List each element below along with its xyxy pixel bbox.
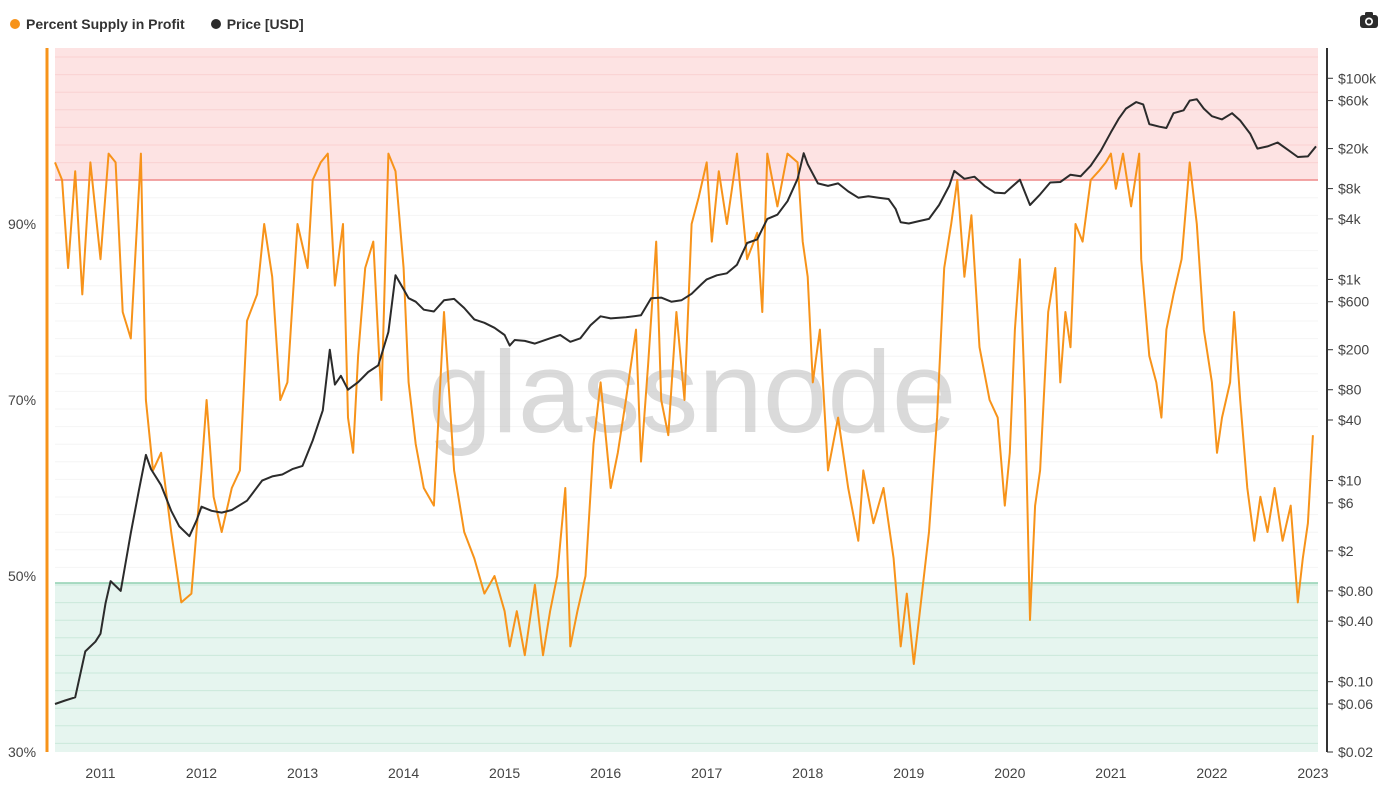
y-right-tick-label: $100k: [1338, 70, 1377, 86]
y-right-tick-label: $40: [1338, 412, 1362, 428]
legend-label: Percent Supply in Profit: [26, 16, 185, 32]
y-right-tick-label: $200: [1338, 342, 1369, 358]
y-right-tick-label: $0.06: [1338, 696, 1373, 712]
y-right-tick-label: $2: [1338, 543, 1354, 559]
y-right-tick-label: $1k: [1338, 271, 1362, 287]
lower-band: [55, 583, 1318, 752]
legend-swatch-dark: [210, 19, 221, 29]
legend-label: Price [USD]: [226, 16, 304, 32]
y-left-tick-label: 50%: [8, 568, 36, 584]
x-tick-label: 2013: [287, 765, 318, 781]
x-tick-label: 2018: [792, 765, 823, 781]
y-right-tick-label: $4k: [1338, 211, 1362, 227]
y-right-tick-label: $80: [1338, 382, 1362, 398]
legend-item-price-usd[interactable]: Price [USD]: [210, 16, 304, 32]
legend-swatch-orange: [10, 19, 20, 29]
y-left-tick-label: 70%: [8, 392, 36, 408]
legend-item-percent-supply-in-profit[interactable]: Percent Supply in Profit: [10, 16, 185, 32]
x-tick-label: 2014: [388, 765, 419, 781]
x-tick-label: 2021: [1095, 765, 1126, 781]
x-tick-label: 2020: [994, 765, 1025, 781]
y-right-tick-label: $600: [1338, 294, 1369, 310]
series-line-price: [54, 98, 1317, 705]
y-right-tick-label: $6: [1338, 495, 1354, 511]
y-right-tick-label: $60k: [1338, 93, 1369, 109]
y-right-tick-label: $0.02: [1338, 744, 1373, 760]
x-tick-label: 2012: [186, 765, 217, 781]
y-right-tick-label: $0.40: [1338, 613, 1373, 629]
series-line-percent-supply-in-profit: [54, 152, 1314, 665]
upper-band: [55, 48, 1318, 180]
x-tick-label: 2016: [590, 765, 621, 781]
y-left-tick-label: 90%: [8, 216, 36, 232]
x-tick-label: 2019: [893, 765, 924, 781]
x-tick-label: 2011: [85, 765, 115, 781]
camera-icon[interactable]: [1358, 10, 1380, 30]
x-tick-label: 2017: [691, 765, 722, 781]
x-tick-label: 2022: [1196, 765, 1227, 781]
y-left-tick-label: 30%: [8, 744, 36, 760]
x-tick-label: 2023: [1297, 765, 1328, 781]
y-right-tick-label: $0.80: [1338, 583, 1373, 599]
legend: Percent Supply in Profit Price [USD]: [10, 13, 304, 35]
y-right-tick-label: $0.10: [1338, 674, 1373, 690]
y-right-tick-label: $20k: [1338, 141, 1369, 157]
y-right-tick-label: $8k: [1338, 181, 1362, 197]
x-tick-label: 2015: [489, 765, 520, 781]
y-right-tick-label: $10: [1338, 473, 1362, 489]
watermark: glassnode: [428, 327, 957, 457]
